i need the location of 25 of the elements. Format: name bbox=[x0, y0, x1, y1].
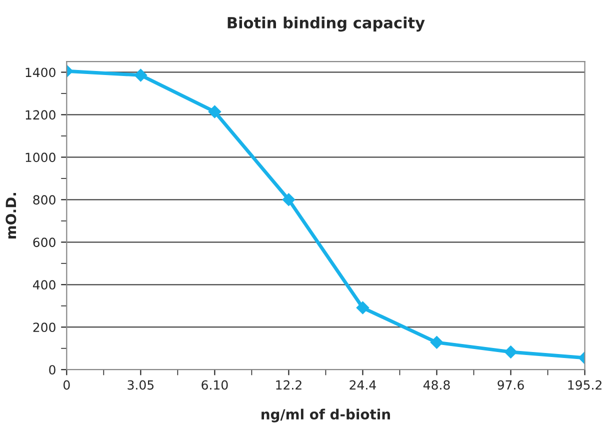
point bbox=[504, 346, 518, 358]
x-axis-title: ng/ml of d-biotin bbox=[262, 408, 390, 422]
x-tick-label: 195.2 bbox=[568, 380, 602, 390]
y-tick-label: 1400 bbox=[26, 68, 56, 78]
x-tick-label: 3.05 bbox=[128, 380, 154, 390]
y-tick-label: 1000 bbox=[26, 152, 56, 162]
point bbox=[282, 193, 296, 206]
chart-title: Biotin binding capacity bbox=[228, 16, 425, 32]
point bbox=[356, 301, 370, 314]
point bbox=[134, 68, 148, 82]
y-tick-label: 800 bbox=[33, 195, 56, 205]
y-axis-title: mO.D. bbox=[6, 192, 16, 238]
point bbox=[208, 105, 222, 118]
x-tick-label: 0 bbox=[64, 380, 70, 390]
y-tick-label: 400 bbox=[32, 280, 56, 290]
x-tick-label: 6.10 bbox=[202, 380, 228, 390]
x-tick-label: 97.6 bbox=[498, 380, 524, 390]
y-tick-label: 200 bbox=[33, 322, 56, 332]
x-tick-label: 24.4 bbox=[350, 380, 376, 390]
x-tick-label: 12.2 bbox=[276, 380, 302, 390]
point bbox=[430, 336, 444, 349]
y-tick-label: 600 bbox=[33, 238, 56, 248]
y-tick-label: 0 bbox=[49, 365, 56, 375]
x-tick-label: 48.8 bbox=[423, 380, 450, 390]
y-tick-label: 1200 bbox=[26, 110, 56, 120]
